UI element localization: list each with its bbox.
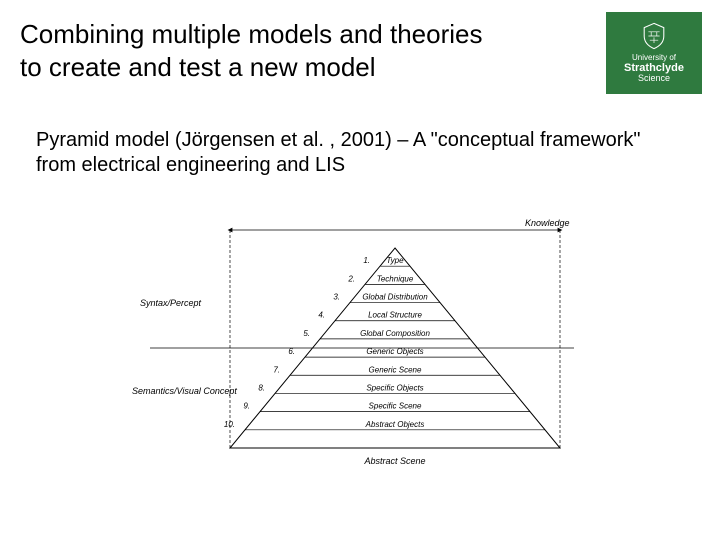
level-number: 5. <box>303 329 310 338</box>
level-number: 1. <box>363 256 370 265</box>
left-upper-label: Syntax/Percept <box>140 298 202 308</box>
top-label: Knowledge <box>525 218 570 228</box>
logo-line-1: University of <box>632 54 676 62</box>
level-number: 7. <box>273 365 280 374</box>
level-number: 10. <box>224 420 235 429</box>
level-texts: Type 1. Technique 2. Global Distribution 3. Lo… <box>224 256 431 429</box>
title-line-1: Combining multiple models and theories <box>20 18 580 51</box>
level-label: Global Distribution <box>362 293 428 302</box>
level-label: Abstract Objects <box>365 420 425 429</box>
level-label: Specific Objects <box>366 383 423 392</box>
level-number: 8. <box>258 383 265 392</box>
base-label: Abstract Scene <box>363 456 425 466</box>
level-number: 2. <box>347 274 355 283</box>
level-label: Global Composition <box>360 329 430 338</box>
level-label: Generic Scene <box>369 365 422 374</box>
level-label: Local Structure <box>368 311 422 320</box>
level-label: Type <box>386 256 404 265</box>
level-label: Generic Objects <box>366 347 423 356</box>
title-line-2: to create and test a new model <box>20 51 580 84</box>
body-paragraph: Pyramid model (Jörgensen et al. , 2001) … <box>36 128 656 178</box>
crest-icon <box>640 22 668 50</box>
level-number: 6. <box>288 347 295 356</box>
level-label: Technique <box>377 274 414 283</box>
level-number: 3. <box>333 293 340 302</box>
pyramid-diagram: Knowledge Syntax/Percept Semantics/Visua… <box>130 216 600 476</box>
level-number: 9. <box>243 402 250 411</box>
level-number: 4. <box>318 311 325 320</box>
slide-title: Combining multiple models and theories t… <box>20 18 580 83</box>
level-label: Specific Scene <box>369 402 422 411</box>
university-logo: University of Strathclyde Science <box>606 12 702 94</box>
logo-line-3: Science <box>638 74 670 84</box>
left-lower-label: Semantics/Visual Concept <box>132 386 237 396</box>
